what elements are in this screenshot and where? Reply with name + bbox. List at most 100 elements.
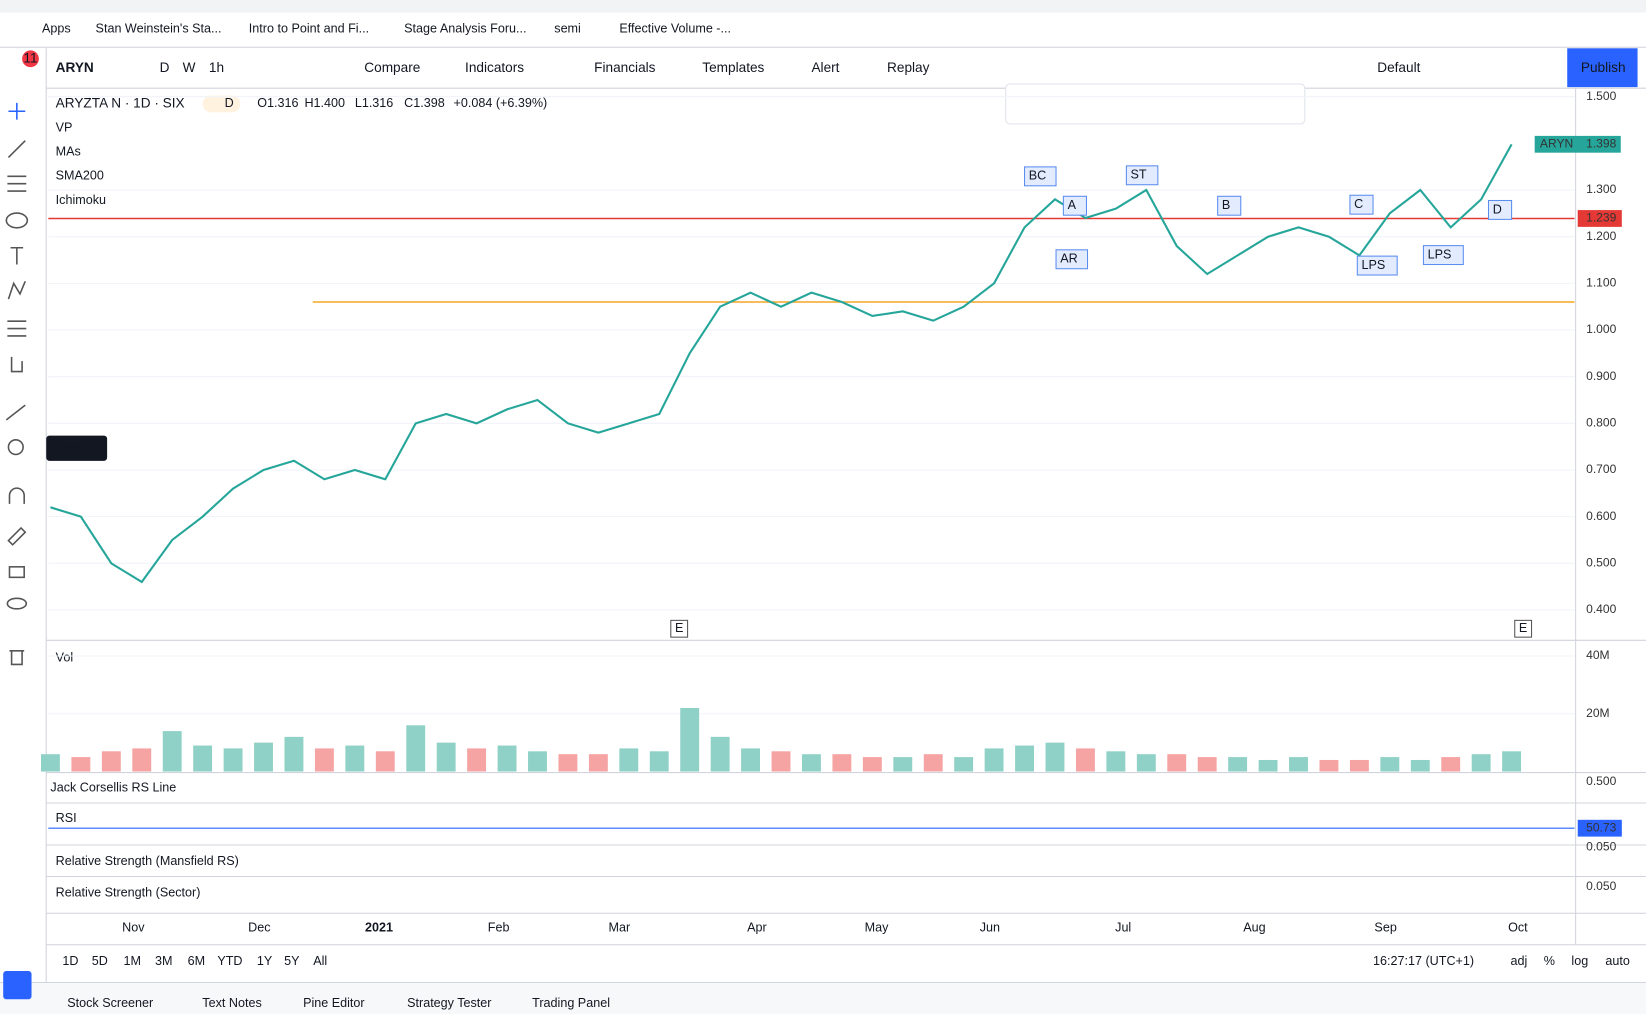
volume-bar	[314, 748, 334, 772]
indicator-name[interactable]: SMA200	[56, 169, 104, 183]
annotation-box	[1217, 195, 1242, 216]
volume-bar	[710, 736, 730, 772]
bookmark[interactable]: semi	[554, 22, 581, 36]
range-button[interactable]: 1Y	[257, 954, 273, 968]
toolbar-button[interactable]: Financials	[594, 60, 656, 75]
range-button[interactable]: 6M	[188, 954, 205, 968]
volume-bar	[254, 742, 273, 772]
footer-tab[interactable]: Stock Screener	[67, 996, 153, 1010]
toolbar-button[interactable]: Alert	[811, 60, 839, 75]
layout-name[interactable]: Default	[1377, 60, 1420, 75]
pane-title: RSI	[56, 811, 77, 825]
ohlc: O1.316	[257, 96, 298, 110]
bookmark[interactable]: Effective Volume -...	[619, 22, 731, 36]
price-tick-label: 0.700	[1586, 462, 1616, 476]
range-button[interactable]: 5D	[92, 954, 108, 968]
volume-bar	[406, 725, 426, 772]
scale-option[interactable]: adj	[1511, 954, 1528, 968]
interval[interactable]: W	[183, 60, 196, 75]
annotation-box	[1356, 255, 1398, 276]
bookmark[interactable]: Apps	[42, 22, 71, 36]
volume-bar	[497, 745, 517, 772]
bookmark[interactable]: Stan Weinstein's Sta...	[96, 22, 222, 36]
volume-bar	[1106, 751, 1126, 772]
toolbar-button[interactable]: Indicators	[465, 60, 524, 75]
scale-option[interactable]: %	[1544, 954, 1555, 968]
notification-count: 11	[23, 50, 37, 65]
range-button[interactable]: All	[313, 954, 327, 968]
volume-bar	[1075, 748, 1095, 772]
price-label-bg	[1577, 210, 1622, 227]
pane-title: Relative Strength (Sector)	[56, 886, 201, 900]
range-button[interactable]: 1M	[124, 954, 141, 968]
indicator-name[interactable]: VP	[56, 120, 73, 134]
price-line-label: 1.239	[1586, 211, 1616, 225]
symbol[interactable]: ARYN	[56, 60, 94, 75]
annotation: AR	[1060, 252, 1077, 266]
volume-bar	[345, 745, 365, 772]
range-button[interactable]: YTD	[217, 954, 242, 968]
bookmark[interactable]: Intro to Point and Fi...	[249, 22, 369, 36]
time-label: May	[865, 920, 889, 934]
volume-bar	[680, 707, 700, 772]
volume-bar	[467, 748, 487, 772]
annotation-box	[1349, 194, 1374, 215]
volume-bar	[558, 754, 578, 772]
time-label: Dec	[248, 920, 270, 934]
volume-bar	[223, 748, 243, 772]
volume-bar	[1380, 757, 1400, 772]
time-label: Nov	[122, 920, 145, 934]
volume-bar	[741, 748, 761, 772]
volume-bar	[984, 748, 1004, 772]
volume-bar	[1136, 754, 1156, 772]
footer-tab[interactable]: Trading Panel	[532, 996, 610, 1010]
footer-tab[interactable]: Text Notes	[202, 996, 261, 1010]
annotation-box	[1024, 166, 1057, 187]
volume-bar	[802, 754, 821, 772]
watchlist-button[interactable]	[3, 970, 32, 1000]
publish-button[interactable]	[1567, 48, 1638, 88]
time-label: Apr	[747, 920, 767, 934]
volume-bar	[862, 757, 882, 772]
last-price-symbol: ARYN	[1540, 136, 1573, 150]
annotation: BC	[1029, 169, 1046, 183]
bookmark[interactable]: Stage Analysis Foru...	[404, 22, 526, 36]
time-label: Sep	[1374, 920, 1396, 934]
earnings-marker: E	[1519, 621, 1527, 635]
scale-option[interactable]: log	[1571, 954, 1588, 968]
time-label: Aug	[1243, 920, 1265, 934]
volume-title: Vol	[56, 650, 74, 664]
earnings-box	[670, 619, 689, 638]
footer-tab[interactable]: Strategy Tester	[407, 996, 491, 1010]
annotation-box	[1487, 199, 1513, 220]
range-button[interactable]: 3M	[155, 954, 172, 968]
toolbar-button[interactable]: Replay	[887, 60, 930, 75]
price-tick-label: 0.900	[1586, 369, 1616, 383]
annotation-box	[1422, 245, 1464, 266]
volume-bar	[649, 751, 669, 772]
indicator-name[interactable]: MAs	[56, 145, 81, 159]
interval[interactable]: D	[160, 60, 170, 75]
range-button[interactable]: 1D	[62, 954, 78, 968]
toolbar-button[interactable]: Compare	[364, 60, 420, 75]
toolbar-button[interactable]: Templates	[702, 60, 764, 75]
volume-bar	[101, 751, 121, 772]
volume-bar	[1441, 757, 1461, 772]
annotation: LPS	[1361, 258, 1385, 272]
scale-option[interactable]: auto	[1605, 954, 1629, 968]
volume-bar	[1228, 757, 1248, 772]
ohlc: C1.398	[404, 96, 445, 110]
last-price-label: 1.398	[1586, 136, 1616, 150]
price-tick-label: 0.800	[1586, 416, 1616, 430]
volume-bar	[71, 757, 91, 772]
volume-bar	[1289, 757, 1308, 772]
publish-label[interactable]: Publish	[1581, 60, 1626, 75]
footer-tab[interactable]: Pine Editor	[303, 996, 365, 1010]
interval[interactable]: 1h	[209, 60, 224, 75]
volume-bar	[1197, 757, 1217, 772]
tooltip: Zoom In	[55, 441, 101, 455]
range-button[interactable]: 5Y	[284, 954, 300, 968]
notification-badge	[22, 50, 39, 68]
indicator-name[interactable]: Ichimoku	[56, 193, 106, 207]
